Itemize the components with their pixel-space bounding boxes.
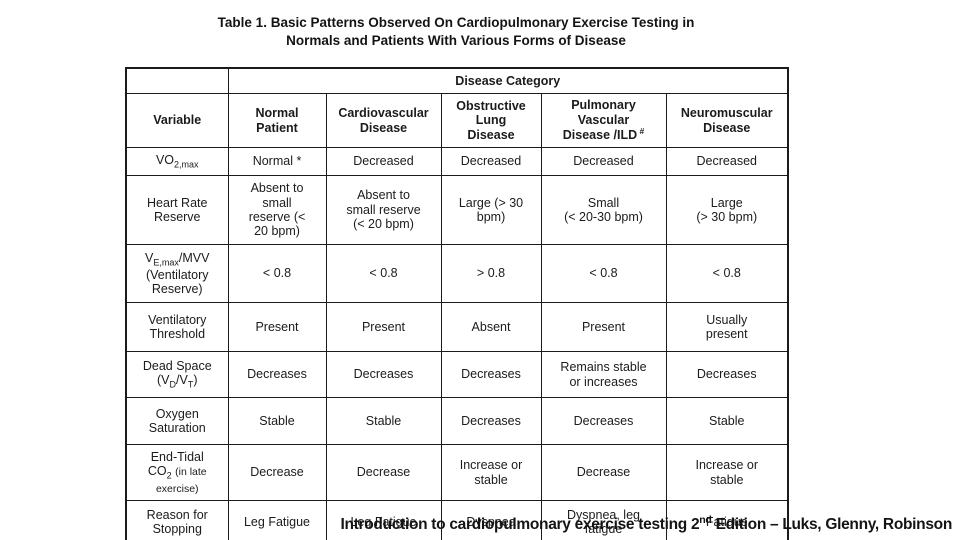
table-cell: Dyspnea, leg fatigue [540, 500, 667, 540]
table-cell: Decreased [440, 147, 542, 176]
corner-cell [125, 67, 229, 94]
col-header-variable: Variable [125, 93, 229, 148]
table-cell: Decrease [540, 444, 667, 501]
table-cell: Absent to small reserve (< 20 bpm) [325, 175, 442, 245]
table-title: Table 1. Basic Patterns Observed On Card… [125, 14, 787, 50]
table-cell: Stable [665, 397, 789, 445]
table-row: Reason for Stopping Leg Fatigue Leg Fatig… [125, 500, 789, 540]
table-row: VO2,max Normal * Decreased Decreased Dec… [125, 147, 789, 176]
table-row: End-Tidal CO2 (in late exercise) Decrease … [125, 444, 789, 501]
row-label-vo2max: VO2,max [125, 147, 229, 176]
row-label-dead-space: Dead Space (VD/VT) [125, 351, 229, 398]
table-cell: Small (< 20-30 bpm) [540, 175, 667, 245]
table-cell: Decrease [325, 444, 442, 501]
table-row: Ventilatory Threshold Present Present Abs… [125, 302, 789, 352]
row-label-ventilatory-threshold: Ventilatory Threshold [125, 302, 229, 352]
table-cell: Present [227, 302, 327, 352]
table-row: Heart Rate Reserve Absent to small reserve … [125, 175, 789, 245]
table-cell: < 0.8 [665, 244, 789, 303]
table-cell: Increase or stable [665, 444, 789, 501]
row-label-oxygen-saturation: Oxygen Saturation [125, 397, 229, 445]
table-cell: Leg Fatigue [227, 500, 327, 540]
row-label-end-tidal-co2: End-Tidal CO2 (in late exercise) [125, 444, 229, 501]
table-cell: Decreases [325, 351, 442, 398]
col-header-obstructive-lung-disease: Obstructive Lung Disease [440, 93, 542, 148]
disease-category-header: Disease Category [227, 67, 789, 94]
table-cell: Fatigue [665, 500, 789, 540]
table-cell: Present [325, 302, 442, 352]
col-header-normal-patient: Normal Patient [227, 93, 327, 148]
table-cell: Decreases [440, 397, 542, 445]
col-header-cardiovascular-disease: Cardiovascular Disease [325, 93, 442, 148]
row-label-heart-rate-reserve: Heart Rate Reserve [125, 175, 229, 245]
table-cell: Remains stable or increases [540, 351, 667, 398]
col-header-neuromuscular-disease: Neuromuscular Disease [665, 93, 789, 148]
table-cell: Absent to small reserve (< 20 bpm) [227, 175, 327, 245]
source-caption: Introduction to cardiopulmonary exercise… [340, 514, 953, 534]
table-cell: < 0.8 [227, 244, 327, 303]
table-cell: Large (> 30 bpm) [440, 175, 542, 245]
table-row: VE,max/MVV (Ventilatory Reserve) < 0.8 < 0… [125, 244, 789, 303]
table-cell: Decreases [540, 397, 667, 445]
table-row: Dead Space (VD/VT) Decreases Decreases De… [125, 351, 789, 398]
table-title-line2: Normals and Patients With Various Forms … [286, 32, 626, 48]
table-cell: < 0.8 [325, 244, 442, 303]
table-cell: Large (> 30 bpm) [665, 175, 789, 245]
table-cell: Decreases [440, 351, 542, 398]
table-cell: Usually present [665, 302, 789, 352]
table-cell: Normal * [227, 147, 327, 176]
table-cell: > 0.8 [440, 244, 542, 303]
table-cell: Decreases [665, 351, 789, 398]
table-cell: Decreases [227, 351, 327, 398]
table-cell: Absent [440, 302, 542, 352]
table-cell: Present [540, 302, 667, 352]
table-cell: Decreased [665, 147, 789, 176]
table-cell: Dyspnea [440, 500, 542, 540]
col-header-pulmonary-vascular-disease-ild: Pulmonary Vascular Disease /ILD # [540, 93, 667, 148]
table-cell: Stable [227, 397, 327, 445]
table-title-line1: Table 1. Basic Patterns Observed On Card… [217, 15, 695, 30]
table-cell: < 0.8 [540, 244, 667, 303]
table-cell: Decreased [540, 147, 667, 176]
table-row: Oxygen Saturation Stable Stable Decreases… [125, 397, 789, 445]
cpet-table: Disease Category Variable Normal Patient … [125, 67, 790, 540]
table-cell: Stable [325, 397, 442, 445]
row-label-reason-for-stopping: Reason for Stopping [125, 500, 229, 540]
table-cell: Increase or stable [440, 444, 542, 501]
table-cell: Decreased [325, 147, 442, 176]
row-label-ventilatory-reserve: VE,max/MVV (Ventilatory Reserve) [125, 244, 229, 303]
table-cell: Decrease [227, 444, 327, 501]
